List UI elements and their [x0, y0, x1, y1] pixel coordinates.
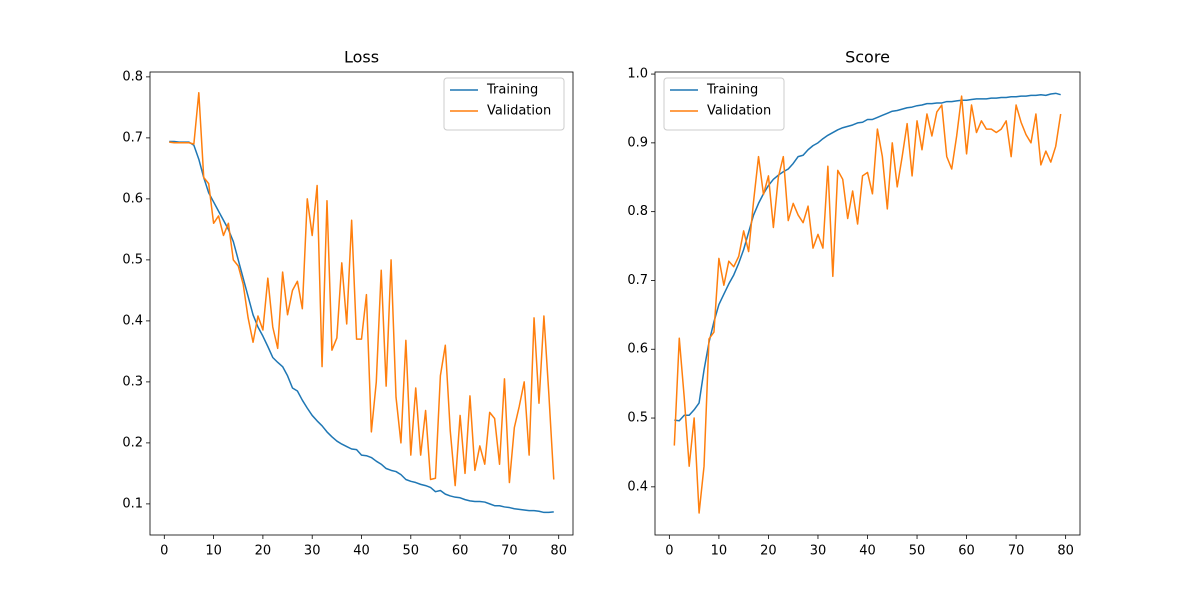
y-tick-label: 0.1 [122, 496, 143, 511]
y-tick-label: 0.4 [627, 479, 648, 494]
legend-label: Validation [487, 104, 551, 119]
y-tick-label: 0.2 [122, 435, 143, 450]
y-tick-label: 1.0 [627, 67, 648, 82]
y-tick-label: 0.7 [627, 273, 648, 288]
y-tick-label: 0.6 [122, 191, 143, 206]
x-tick-label: 10 [711, 544, 728, 559]
x-tick-label: 70 [501, 544, 518, 559]
x-tick-label: 0 [160, 544, 168, 559]
x-tick-label: 80 [1057, 544, 1074, 559]
y-tick-label: 0.9 [627, 135, 648, 150]
x-tick-label: 30 [304, 544, 321, 559]
line-series [169, 91, 555, 487]
x-tick-label: 50 [909, 544, 926, 559]
axes-frame [149, 71, 574, 536]
line-series [169, 140, 554, 514]
legend-box [663, 77, 785, 131]
axes-frame [654, 71, 1081, 536]
x-tick-label: 10 [205, 544, 222, 559]
y-tick-label: 0.7 [122, 130, 143, 145]
y-tick-label: 0.4 [122, 313, 143, 328]
chart-title: Loss [344, 48, 379, 67]
y-tick-label: 0.5 [122, 252, 143, 267]
x-tick-label: 20 [255, 544, 272, 559]
y-tick-label: 0.5 [627, 411, 648, 426]
x-tick-label: 60 [452, 544, 469, 559]
x-tick-label: 40 [353, 544, 370, 559]
legend-box [443, 77, 565, 131]
x-tick-label: 60 [958, 544, 975, 559]
x-tick-label: 80 [550, 544, 567, 559]
chart-title: Score [845, 48, 890, 67]
legend-label: Training [486, 83, 538, 98]
legend-label: Training [706, 83, 758, 98]
x-tick-label: 20 [760, 544, 777, 559]
x-tick-label: 40 [859, 544, 876, 559]
x-tick-label: 70 [1008, 544, 1025, 559]
line-series [674, 92, 1061, 422]
y-tick-label: 0.8 [122, 69, 143, 84]
y-tick-label: 0.8 [627, 204, 648, 219]
line-series [673, 95, 1062, 514]
x-tick-label: 50 [403, 544, 420, 559]
legend-label: Validation [707, 104, 771, 119]
y-tick-label: 0.3 [122, 374, 143, 389]
x-tick-label: 0 [665, 544, 673, 559]
y-tick-label: 0.6 [627, 342, 648, 357]
x-tick-label: 30 [810, 544, 827, 559]
